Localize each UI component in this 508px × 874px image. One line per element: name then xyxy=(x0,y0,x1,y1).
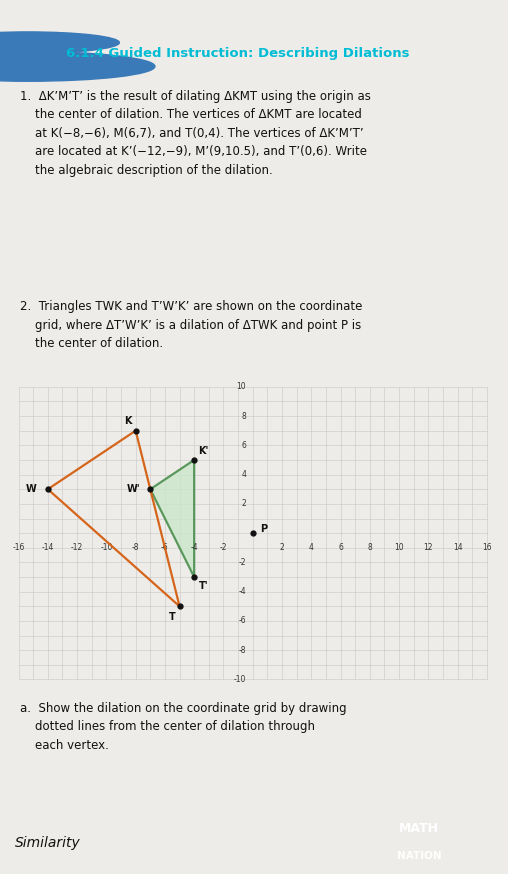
Text: -8: -8 xyxy=(239,646,246,655)
Text: -12: -12 xyxy=(71,543,83,551)
Circle shape xyxy=(0,52,155,81)
Text: 8: 8 xyxy=(241,412,246,420)
Text: 6: 6 xyxy=(241,440,246,450)
Text: -2: -2 xyxy=(219,543,227,551)
Text: -10: -10 xyxy=(234,675,246,684)
Text: 16: 16 xyxy=(482,543,492,551)
Text: 2: 2 xyxy=(241,499,246,509)
Text: 2: 2 xyxy=(279,543,284,551)
Text: 6: 6 xyxy=(338,543,343,551)
Text: T': T' xyxy=(199,581,208,592)
Text: 10: 10 xyxy=(394,543,404,551)
Text: -16: -16 xyxy=(12,543,25,551)
Text: a.  Show the dilation on the coordinate grid by drawing
    dotted lines from th: a. Show the dilation on the coordinate g… xyxy=(20,702,346,752)
Text: 2.  Triangles TWK and T’W’K’ are shown on the coordinate
    grid, where ΔT’W’K’: 2. Triangles TWK and T’W’K’ are shown on… xyxy=(20,301,362,350)
Text: 14: 14 xyxy=(453,543,462,551)
Text: -10: -10 xyxy=(100,543,113,551)
Text: T: T xyxy=(169,612,176,622)
Text: -8: -8 xyxy=(132,543,139,551)
Text: -6: -6 xyxy=(161,543,169,551)
Text: 1.  ΔK’M’T’ is the result of dilating ΔKMT using the origin as
    the center of: 1. ΔK’M’T’ is the result of dilating ΔKM… xyxy=(20,89,371,177)
Text: -4: -4 xyxy=(190,543,198,551)
Text: K': K' xyxy=(199,446,209,455)
Text: W': W' xyxy=(126,484,140,494)
Text: K: K xyxy=(124,416,132,427)
Text: -14: -14 xyxy=(42,543,54,551)
Text: 12: 12 xyxy=(424,543,433,551)
Text: 10: 10 xyxy=(237,382,246,392)
Polygon shape xyxy=(150,460,194,577)
Text: -4: -4 xyxy=(239,587,246,596)
Text: 8: 8 xyxy=(367,543,372,551)
Text: 4: 4 xyxy=(241,470,246,479)
Text: -2: -2 xyxy=(239,558,246,567)
Text: 6.1.4 Guided Instruction: Describing Dilations: 6.1.4 Guided Instruction: Describing Dil… xyxy=(66,47,409,59)
Text: W: W xyxy=(25,484,36,494)
Text: NATION: NATION xyxy=(397,850,441,861)
Circle shape xyxy=(0,32,119,53)
Text: P: P xyxy=(260,524,267,534)
Text: 4: 4 xyxy=(309,543,314,551)
Text: MATH: MATH xyxy=(399,822,439,836)
Text: Similarity: Similarity xyxy=(15,836,81,850)
Text: -6: -6 xyxy=(239,616,246,626)
